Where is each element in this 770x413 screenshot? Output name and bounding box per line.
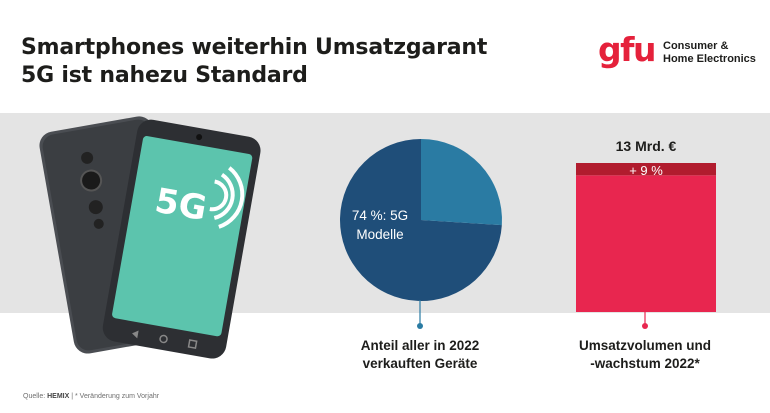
bar-caption: Umsatzvolumen und -wachstum 2022* bbox=[545, 337, 745, 373]
bar-chart bbox=[576, 163, 716, 312]
phone-screen bbox=[112, 136, 253, 337]
camera-lens-main-icon bbox=[80, 169, 103, 192]
logo-line-1: Consumer & bbox=[663, 40, 729, 52]
logo-wordmark: gfu bbox=[598, 30, 656, 69]
source-name: HEMIX bbox=[47, 393, 70, 400]
smartphones-illustration: 5G bbox=[39, 116, 261, 359]
logo-subtitle: Consumer & Home Electronics bbox=[663, 40, 756, 66]
page-subtitle: 5G ist nahezu Standard bbox=[21, 63, 308, 88]
front-camera-icon bbox=[196, 134, 203, 141]
signal-wave-1 bbox=[209, 179, 229, 212]
pie-caption-line-1: Anteil aller in 2022 bbox=[360, 338, 480, 353]
logo-line-2: Home Electronics bbox=[663, 53, 756, 65]
pie-slice-0 bbox=[339, 139, 502, 302]
bar-growth-label: + 9 % bbox=[629, 163, 663, 178]
bar-caption-line-1: Umsatzvolumen und bbox=[578, 338, 711, 353]
signal-wave-2 bbox=[213, 172, 235, 220]
bar-connector-dot bbox=[642, 323, 648, 329]
camera-lens-3-icon bbox=[93, 218, 104, 229]
bar-caption-line-2: -wachstum 2022* bbox=[590, 356, 700, 371]
bar-base-segment bbox=[576, 175, 716, 312]
pie-label-line-1: 74 %: 5G bbox=[351, 208, 409, 223]
pie-caption-line-2: verkauften Geräte bbox=[362, 356, 478, 371]
camera-lens-2-icon bbox=[88, 200, 103, 215]
signal-wave-3 bbox=[218, 166, 245, 229]
pie-slice-1 bbox=[421, 139, 502, 226]
page-title: Smartphones weiterhin Umsatzgarant bbox=[21, 35, 488, 60]
gfu-logo: gfu Consumer & Home Electronics bbox=[598, 30, 758, 74]
screen-5g-label: 5G bbox=[152, 181, 210, 229]
footnote: | * Veränderung zum Vorjahr bbox=[69, 393, 160, 400]
pie-slice-label: 74 %: 5G Modelle bbox=[340, 206, 420, 244]
pie-chart bbox=[339, 139, 502, 302]
nav-recent-icon bbox=[187, 339, 198, 350]
pie-caption: Anteil aller in 2022 verkauften Geräte bbox=[320, 337, 520, 373]
camera-lens-1-icon bbox=[81, 151, 94, 164]
source-prefix: Quelle: bbox=[23, 393, 48, 400]
phone-front: 5G bbox=[102, 119, 261, 359]
source-footer: Quelle: HEMIX | * Veränderung zum Vorjah… bbox=[23, 393, 159, 400]
pie-label-line-2: Modelle bbox=[356, 227, 404, 242]
title-block: Smartphones weiterhin Umsatzgarant 5G is… bbox=[21, 34, 487, 90]
nav-home-icon bbox=[159, 334, 168, 344]
bar-growth-segment bbox=[576, 163, 716, 176]
nav-back-icon bbox=[132, 330, 139, 339]
pie-connector-dot bbox=[417, 323, 423, 329]
bar-total-label: 13 Mrd. € bbox=[615, 138, 677, 154]
